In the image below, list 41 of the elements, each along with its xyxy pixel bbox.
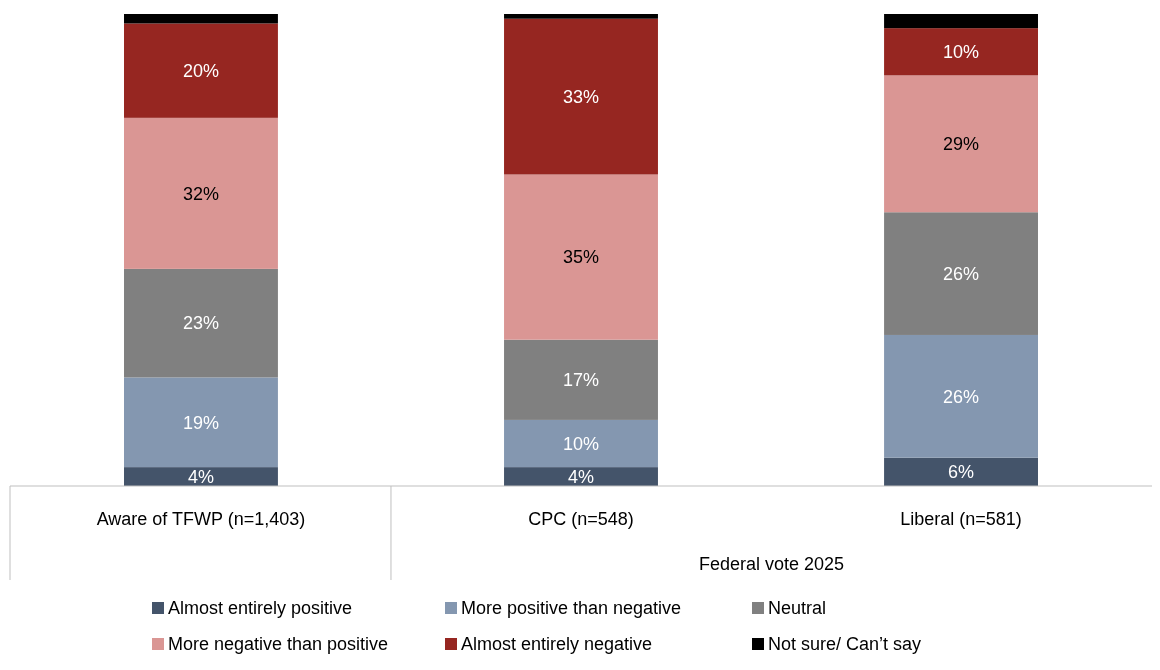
bar (884, 75, 1038, 213)
text: Federal vote 2025 (698, 554, 845, 575)
data-label: 33% (562, 86, 600, 107)
bar (124, 268, 278, 378)
data-label: 19% (182, 412, 219, 433)
legend-label: More negative than positive (168, 634, 389, 655)
legend-label: More positive than negative (461, 598, 682, 619)
bar (504, 14, 658, 19)
data-label: 35% (562, 247, 600, 268)
bar (124, 117, 278, 269)
bar (504, 419, 658, 468)
bar (504, 18, 658, 175)
bar (124, 377, 278, 468)
legend-label: Almost entirely positive (168, 598, 353, 619)
data-label: 10% (562, 433, 600, 454)
bar (884, 457, 1038, 486)
bar (124, 23, 278, 118)
x-tick-label: CPC (n=548) (528, 509, 634, 530)
data-label: 4% (187, 466, 214, 487)
data-label: 23% (182, 313, 219, 334)
x-tick-label: Liberal (n=581) (900, 509, 1022, 530)
bar (504, 339, 658, 420)
data-label: 26% (943, 386, 980, 407)
data-label: 17% (562, 370, 600, 391)
bar (884, 212, 1038, 335)
data-label: 10% (943, 42, 980, 63)
bar (884, 28, 1038, 76)
bar (884, 14, 1038, 29)
bar (884, 334, 1038, 458)
data-label: 32% (182, 183, 219, 204)
legend-label: Almost entirely negative (461, 634, 653, 655)
bar (504, 174, 658, 340)
data-label: 29% (943, 134, 980, 155)
legend-label: Not sure/ Can’t say (768, 634, 922, 655)
data-label: 4% (567, 466, 595, 487)
data-label: 26% (943, 263, 980, 284)
legend-label: Neutral (768, 598, 827, 619)
data-label: 20% (182, 60, 219, 81)
bar (124, 14, 278, 24)
data-label: 6% (948, 462, 975, 483)
x-tick-label: Aware of TFWP (n=1,403) (96, 509, 306, 530)
